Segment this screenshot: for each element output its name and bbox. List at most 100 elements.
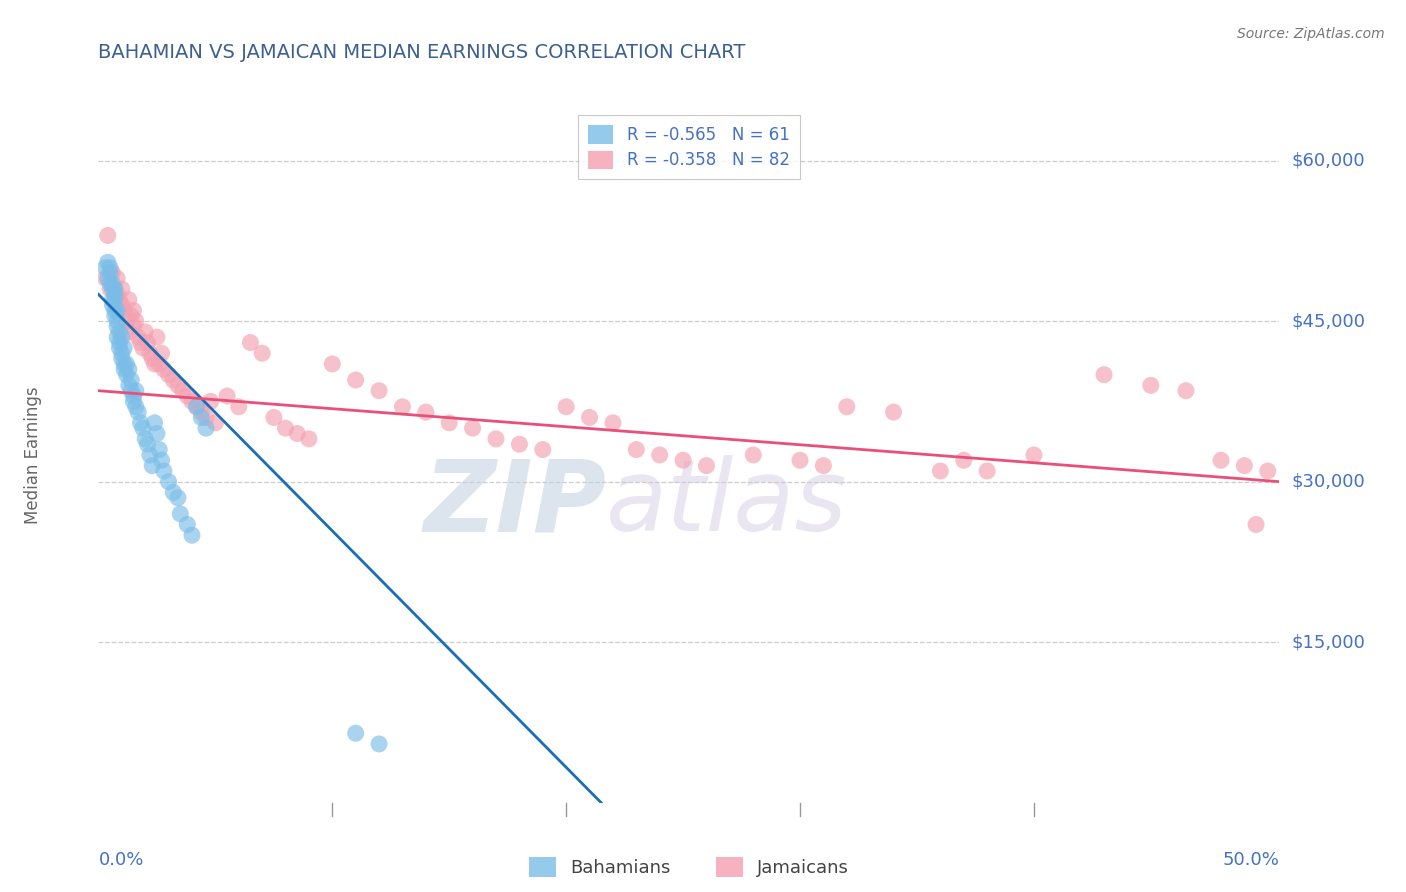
Point	[136, 437, 159, 451]
Point	[176, 389, 198, 403]
Point	[120, 384, 142, 398]
Point	[789, 453, 811, 467]
Point	[153, 464, 176, 478]
Point	[112, 303, 135, 318]
Point	[274, 421, 297, 435]
Point	[391, 400, 413, 414]
Point	[112, 362, 135, 376]
Point	[118, 362, 141, 376]
Point	[122, 394, 145, 409]
Point	[132, 421, 155, 435]
Point	[172, 384, 194, 398]
Point	[105, 330, 128, 344]
Point	[157, 368, 180, 382]
Point	[104, 309, 127, 323]
Point	[97, 228, 120, 243]
Point	[122, 303, 145, 318]
Point	[169, 507, 191, 521]
Point	[108, 335, 131, 350]
Point	[127, 405, 149, 419]
Point	[228, 400, 250, 414]
Point	[285, 426, 308, 441]
Point	[105, 319, 128, 334]
Point	[250, 346, 273, 360]
Point	[101, 266, 124, 280]
Point	[167, 378, 190, 392]
Point	[120, 309, 142, 323]
Point	[125, 384, 148, 398]
Point	[129, 335, 152, 350]
Legend: Bahamians, Jamaicans: Bahamians, Jamaicans	[522, 850, 856, 884]
Point	[104, 293, 127, 307]
Point	[143, 416, 166, 430]
Point	[108, 293, 131, 307]
Point	[115, 314, 138, 328]
Point	[368, 737, 391, 751]
Point	[141, 351, 163, 366]
Point	[602, 416, 624, 430]
Point	[1244, 517, 1267, 532]
Text: $45,000: $45,000	[1291, 312, 1365, 330]
Point	[122, 319, 145, 334]
Point	[146, 426, 169, 441]
Text: $30,000: $30,000	[1291, 473, 1365, 491]
Point	[215, 389, 238, 403]
Point	[112, 357, 135, 371]
Point	[531, 442, 554, 457]
Text: Source: ZipAtlas.com: Source: ZipAtlas.com	[1237, 27, 1385, 41]
Point	[101, 277, 124, 291]
Point	[578, 410, 600, 425]
Text: $60,000: $60,000	[1291, 152, 1365, 169]
Point	[555, 400, 578, 414]
Point	[108, 325, 131, 339]
Point	[1022, 448, 1045, 462]
Text: 50.0%: 50.0%	[1223, 851, 1279, 869]
Point	[1233, 458, 1256, 473]
Point	[104, 287, 127, 301]
Point	[195, 410, 218, 425]
Point	[344, 726, 367, 740]
Point	[98, 277, 121, 291]
Point	[122, 389, 145, 403]
Point	[104, 282, 127, 296]
Point	[1209, 453, 1232, 467]
Point	[134, 325, 156, 339]
Point	[648, 448, 671, 462]
Point	[94, 260, 117, 275]
Text: 0.0%: 0.0%	[98, 851, 143, 869]
Point	[167, 491, 190, 505]
Point	[97, 271, 120, 285]
Point	[813, 458, 835, 473]
Point	[200, 394, 222, 409]
Point	[105, 303, 128, 318]
Point	[139, 346, 162, 360]
Point	[190, 405, 212, 419]
Point	[415, 405, 437, 419]
Point	[118, 293, 141, 307]
Point	[162, 485, 184, 500]
Point	[105, 314, 128, 328]
Point	[263, 410, 285, 425]
Point	[976, 464, 998, 478]
Point	[952, 453, 974, 467]
Point	[485, 432, 508, 446]
Point	[321, 357, 343, 371]
Point	[146, 330, 169, 344]
Point	[344, 373, 367, 387]
Point	[929, 464, 952, 478]
Point	[148, 442, 170, 457]
Point	[368, 384, 391, 398]
Point	[94, 271, 117, 285]
Point	[742, 448, 765, 462]
Point	[129, 416, 152, 430]
Point	[118, 378, 141, 392]
Point	[111, 351, 134, 366]
Point	[125, 400, 148, 414]
Point	[672, 453, 695, 467]
Point	[626, 442, 648, 457]
Point	[120, 373, 142, 387]
Point	[204, 416, 226, 430]
Point	[127, 330, 149, 344]
Point	[132, 341, 155, 355]
Point	[439, 416, 461, 430]
